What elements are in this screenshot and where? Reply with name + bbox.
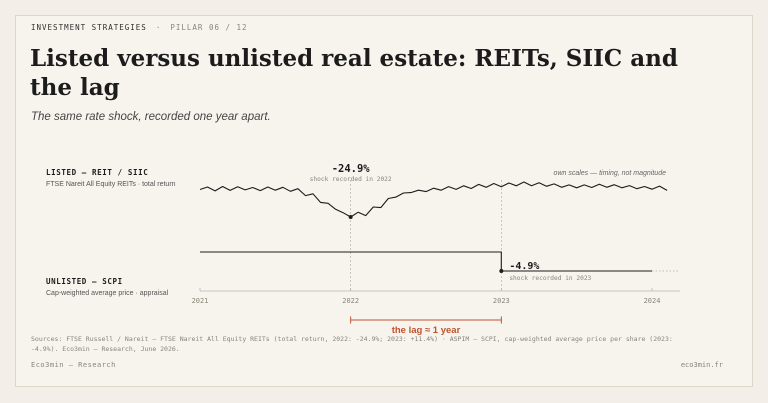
kicker-separator: · [155,23,162,32]
unlisted-shock-value: -4.9% [509,261,539,272]
sources-note: Sources: FTSE Russell / Nareit — FTSE Na… [31,335,673,353]
scale-note: own scales — timing, not magnitude [554,170,667,177]
unlisted-shock-note: shock recorded in 2023 [509,275,591,282]
lag-label: the lag ≈ 1 year [392,325,461,336]
x-tick-label: 2024 [644,297,661,305]
listed-shock-point [348,215,353,219]
x-tick-label: 2022 [342,297,359,305]
page-title: Listed versus unlisted real estate: REIT… [30,45,678,101]
x-tick-label: 2021 [192,297,209,305]
listed-shock-note: shock recorded in 2022 [310,176,392,183]
listed-shock-value: -24.9% [332,163,371,175]
x-tick-label: 2023 [493,297,510,305]
series-unlisted-description: Cap-weighted average price · appraisal [46,290,169,297]
listed-series-line [199,181,668,218]
series-listed-description: FTSE Nareit All Equity REITs · total ret… [46,181,176,188]
kicker-pillar: PILLAR 06 / 12 [170,23,248,32]
page-subtitle: The same rate shock, recorded one year a… [31,111,271,123]
kicker-section: INVESTMENT STRATEGIES [31,23,147,32]
unlisted-series-line [200,251,652,272]
unlisted-shock-point [499,269,504,273]
footer-link[interactable]: eco3min.fr [680,361,723,369]
kicker: INVESTMENT STRATEGIES · PILLAR 06 / 12 [31,23,248,32]
series-listed-name: LISTED — REIT / SIIC [46,168,148,177]
footer-brand: Eco3min — Research [31,361,116,369]
card-frame [15,15,753,387]
series-unlisted-name: UNLISTED — SCPI [46,277,123,286]
